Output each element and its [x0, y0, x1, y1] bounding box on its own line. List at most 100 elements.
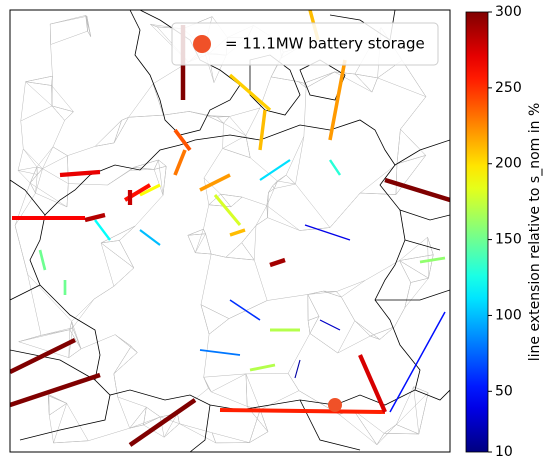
- network-line: [154, 166, 166, 169]
- network-line: [21, 82, 26, 121]
- network-line: [397, 129, 400, 164]
- extended-line: [420, 258, 445, 262]
- network-line: [226, 257, 254, 260]
- network-line: [242, 197, 267, 205]
- network-line: [188, 235, 195, 252]
- network-line: [246, 373, 288, 374]
- network-line: [118, 397, 130, 428]
- network-line: [229, 117, 245, 136]
- extended-line: [10, 340, 75, 372]
- network-line: [68, 184, 107, 185]
- network-line: [206, 234, 212, 254]
- network-line: [204, 374, 246, 377]
- network-line: [130, 169, 154, 170]
- network-line: [268, 218, 300, 231]
- extended-line: [200, 350, 240, 355]
- network-line: [267, 294, 308, 300]
- network-line: [114, 346, 131, 374]
- network-line: [201, 305, 209, 335]
- network-line: [101, 243, 114, 286]
- network-line: [177, 413, 179, 423]
- extended-line: [10, 375, 100, 405]
- network-line: [204, 377, 209, 388]
- network-line: [354, 410, 377, 445]
- network-line: [396, 164, 397, 195]
- network-line: [428, 237, 429, 278]
- network-line: [377, 433, 384, 444]
- network-line: [355, 321, 380, 340]
- network-line: [158, 160, 163, 195]
- network-line: [360, 193, 396, 195]
- network-line: [23, 149, 37, 167]
- network-line: [41, 328, 73, 336]
- network-line: [108, 170, 131, 185]
- network-line: [295, 136, 303, 184]
- network-line: [341, 280, 365, 297]
- network-line: [310, 333, 338, 353]
- network-line: [101, 243, 134, 268]
- colorbar-label: line extension relative to s_nom in %: [527, 103, 543, 362]
- extended-line: [230, 230, 245, 235]
- network-line: [65, 112, 74, 121]
- network-line: [223, 117, 229, 124]
- network-line: [53, 120, 65, 146]
- network-line: [203, 229, 205, 234]
- network-line: [30, 174, 37, 183]
- network-line: [260, 391, 299, 410]
- network-line: [370, 327, 394, 336]
- network-line: [260, 410, 268, 432]
- extended-line: [60, 172, 100, 175]
- extended-line: [390, 312, 445, 412]
- network-line: [308, 294, 319, 316]
- network-line: [95, 120, 121, 146]
- legend-marker: [193, 35, 211, 53]
- network-line: [18, 167, 37, 170]
- network-line: [209, 319, 229, 335]
- network-line: [295, 184, 329, 227]
- colorbar: [466, 12, 488, 452]
- network-line: [254, 260, 267, 301]
- network-line: [146, 407, 160, 417]
- network-line: [53, 147, 68, 156]
- network-line: [256, 218, 268, 226]
- network-line: [360, 164, 397, 193]
- network-line: [23, 149, 42, 169]
- network-line: [384, 433, 419, 434]
- network-line: [15, 193, 35, 225]
- network-line: [163, 111, 189, 115]
- network-line: [153, 84, 163, 115]
- battery-marker: [328, 398, 342, 412]
- network-line: [204, 148, 223, 178]
- network-line: [21, 121, 23, 149]
- network-line: [195, 234, 205, 253]
- network-line: [114, 353, 137, 374]
- network-line: [119, 240, 133, 267]
- network-line: [273, 175, 286, 186]
- network-line: [48, 396, 67, 404]
- network-line: [195, 253, 211, 254]
- network-line: [212, 433, 249, 443]
- network-line: [226, 243, 242, 258]
- network-line: [306, 72, 334, 88]
- network-line: [304, 88, 306, 136]
- network-line: [51, 31, 88, 44]
- network-line: [49, 415, 53, 443]
- network-line: [158, 160, 166, 166]
- network-line: [189, 111, 217, 117]
- network-line: [25, 82, 52, 106]
- extended-line: [385, 180, 450, 200]
- extended-line: [360, 355, 385, 412]
- network-line: [201, 305, 229, 319]
- network-line: [242, 243, 255, 260]
- network-line: [341, 297, 354, 321]
- colorbar-tick-label: 200: [495, 156, 522, 172]
- network-line: [118, 397, 147, 407]
- network-line: [372, 78, 378, 92]
- network-line: [246, 108, 260, 135]
- network-line: [246, 374, 247, 407]
- network-line: [179, 424, 215, 443]
- network-line: [288, 333, 310, 373]
- network-line: [400, 97, 426, 130]
